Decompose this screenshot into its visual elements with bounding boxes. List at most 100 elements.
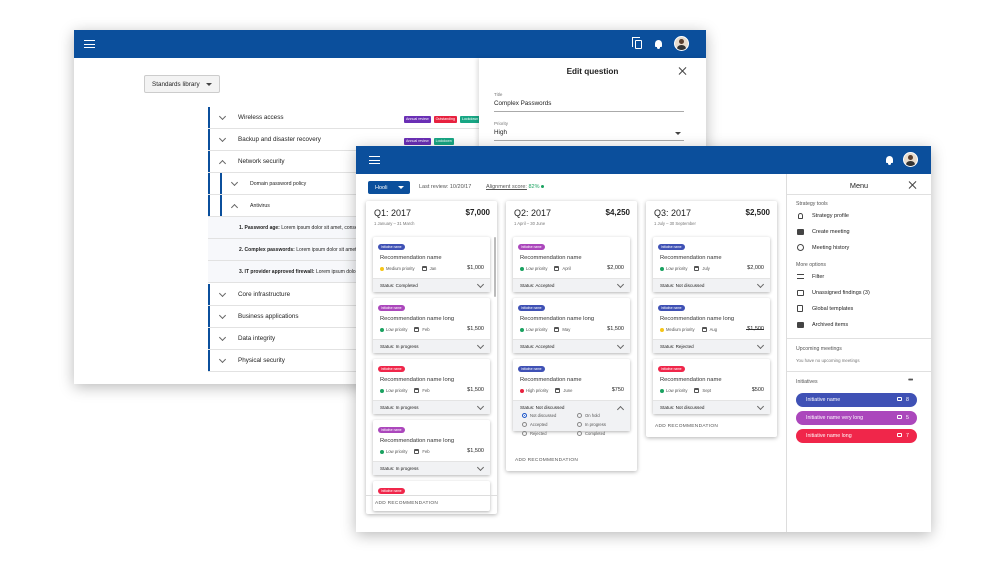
notifications-icon[interactable] bbox=[655, 40, 662, 49]
radio-button[interactable] bbox=[522, 413, 527, 419]
initiative-chip[interactable]: Initiative name bbox=[378, 305, 405, 311]
quarter-column-q2: Q2: 2017 $4,250 1 April – 30 June Initiativ… bbox=[506, 201, 637, 471]
status-dropdown[interactable]: Status: In progress bbox=[373, 461, 490, 475]
chevron-down-icon[interactable] bbox=[218, 289, 227, 298]
initiative-pill[interactable]: Initiative name very long 5 bbox=[796, 411, 917, 425]
status-dropdown[interactable]: Status: Not discussed bbox=[653, 400, 770, 414]
priority-select[interactable]: High bbox=[494, 129, 684, 141]
initiative-pill[interactable]: Initiative name long 7 bbox=[796, 429, 917, 443]
quarter-dates: 1 January – 31 March bbox=[374, 221, 415, 226]
status-option-label: Accepted bbox=[530, 422, 548, 427]
status-option[interactable]: Rejected bbox=[522, 431, 547, 437]
recommendation-card[interactable]: Initiative name Recommendation name Low pr… bbox=[513, 237, 630, 292]
status-dropdown[interactable]: Status: Completed bbox=[373, 278, 490, 292]
user-avatar[interactable] bbox=[674, 36, 689, 51]
chevron-up-icon[interactable] bbox=[230, 203, 239, 212]
recommendation-card[interactable]: Initiative name Recommendation name Low pr… bbox=[653, 359, 770, 414]
menu-item[interactable]: Strategy profile bbox=[787, 212, 931, 224]
question-description: Lorem ipsum dolor sit amet, consectetur … bbox=[279, 225, 402, 231]
status-option[interactable]: On hold bbox=[577, 413, 600, 419]
initiative-chip[interactable]: Initiative name bbox=[658, 366, 685, 372]
chevron-down-icon[interactable] bbox=[218, 112, 227, 121]
initiative-chip[interactable]: Initiative name bbox=[378, 366, 405, 372]
menu-icon[interactable] bbox=[84, 40, 95, 48]
recommendation-card[interactable]: Initiative name bbox=[373, 481, 490, 511]
chevron-down-icon[interactable] bbox=[218, 134, 227, 143]
question-number: 3. IT provider approved firewall: bbox=[239, 269, 315, 275]
row-label: Network security bbox=[238, 158, 285, 165]
add-recommendation-button[interactable]: ADD RECOMMENDATION bbox=[515, 458, 579, 463]
recommendation-meta: Medium priority Aug $1,500 bbox=[660, 326, 764, 333]
priority-label: Low priority bbox=[666, 388, 688, 393]
menu-item[interactable]: Filter bbox=[787, 273, 931, 285]
initiative-count: 5 bbox=[906, 415, 909, 421]
recommendation-card[interactable]: Initiative name Recommendation name long M… bbox=[653, 298, 770, 353]
initiative-chip[interactable]: Initiative name bbox=[518, 305, 545, 311]
chevron-down-icon[interactable] bbox=[230, 178, 239, 187]
status-dropdown[interactable]: Status: Accepted bbox=[513, 339, 630, 353]
status-dropdown[interactable]: Status: Not discussed bbox=[513, 400, 630, 414]
recommendation-cost: $1,500 bbox=[467, 387, 484, 393]
copy-icon[interactable] bbox=[632, 37, 642, 49]
status-dropdown[interactable]: Status: Accepted bbox=[513, 278, 630, 292]
status-dropdown[interactable]: Status: Not discussed bbox=[653, 278, 770, 292]
initiative-chip[interactable]: Initiative name bbox=[518, 366, 545, 372]
initiative-chip[interactable]: Initiative name bbox=[518, 244, 545, 250]
back-app-bar bbox=[74, 30, 706, 58]
column-scrollbar[interactable] bbox=[494, 237, 496, 297]
chevron-down-icon[interactable] bbox=[218, 311, 227, 320]
menu-item[interactable]: Create meeting bbox=[787, 228, 931, 240]
alignment-score[interactable]: Alignment score: 82% bbox=[486, 184, 546, 190]
user-avatar[interactable] bbox=[903, 152, 918, 167]
status-option[interactable]: Completed bbox=[577, 431, 605, 437]
standards-row[interactable]: Wireless access Annual review Outstanding L… bbox=[208, 107, 706, 129]
title-field[interactable]: Complex Passwords bbox=[494, 100, 684, 112]
menu-item[interactable]: Meeting history bbox=[787, 244, 931, 256]
client-select-button[interactable]: Hooli bbox=[368, 181, 410, 194]
menu-icon[interactable] bbox=[369, 156, 380, 164]
status-option[interactable]: In progress bbox=[577, 422, 606, 428]
initiative-pill[interactable]: Initiative name 8 bbox=[796, 393, 917, 407]
close-icon[interactable] bbox=[908, 181, 916, 189]
initiative-chip[interactable]: Initiative name bbox=[658, 305, 685, 311]
status-option[interactable]: Accepted bbox=[522, 422, 548, 428]
close-icon[interactable] bbox=[678, 67, 686, 75]
menu-item[interactable]: Unassigned findings (3) bbox=[787, 289, 931, 301]
radio-button[interactable] bbox=[577, 431, 582, 437]
initiative-chip[interactable]: Initiative name bbox=[378, 427, 405, 433]
recommendation-card[interactable]: Initiative name Recommendation name long L… bbox=[373, 420, 490, 475]
status-dropdown[interactable]: Status: In progress bbox=[373, 339, 490, 353]
recommendation-card[interactable]: Initiative name Recommendation name long L… bbox=[513, 298, 630, 353]
recommendation-card[interactable]: Initiative name Recommendation name Medium… bbox=[373, 237, 490, 292]
initiative-chip[interactable]: Initiative name bbox=[658, 244, 685, 250]
standards-library-button[interactable]: Standards library bbox=[144, 75, 220, 93]
recommendation-card[interactable]: Initiative name Recommendation name long L… bbox=[373, 298, 490, 353]
tag-badge: Lockdown bbox=[433, 138, 454, 145]
more-options-heading: More options bbox=[796, 262, 826, 268]
initiatives-more-icon[interactable]: ••• bbox=[908, 377, 913, 384]
initiative-chip[interactable]: Initiative name bbox=[378, 244, 405, 250]
chevron-down-icon[interactable] bbox=[218, 355, 227, 364]
chevron-up-icon[interactable] bbox=[218, 159, 227, 168]
radio-button[interactable] bbox=[522, 422, 527, 428]
add-recommendation-button[interactable]: ADD RECOMMENDATION bbox=[375, 501, 439, 506]
lightbulb-icon bbox=[798, 213, 803, 219]
radio-button[interactable] bbox=[522, 431, 527, 437]
recommendation-card[interactable]: Initiative name Recommendation name High p… bbox=[513, 359, 630, 437]
menu-item[interactable]: Archived items bbox=[787, 321, 931, 333]
initiative-chip[interactable]: Initiative name bbox=[378, 488, 405, 494]
radio-button[interactable] bbox=[577, 413, 582, 419]
chevron-down-icon[interactable] bbox=[218, 333, 227, 342]
menu-item[interactable]: Global templates bbox=[787, 305, 931, 317]
recommendation-cost: $1,500 bbox=[607, 326, 624, 332]
radio-button[interactable] bbox=[577, 422, 582, 428]
notifications-icon[interactable] bbox=[886, 156, 893, 165]
tag-badge: Lockdown bbox=[459, 116, 481, 123]
status-dropdown[interactable]: Status: In progress bbox=[373, 400, 490, 414]
menu-title: Menu bbox=[849, 181, 869, 190]
status-option[interactable]: Not discussed bbox=[522, 413, 556, 419]
recommendation-card[interactable]: Initiative name Recommendation name Low pr… bbox=[653, 237, 770, 292]
status-dropdown[interactable]: Status: Rejected bbox=[653, 339, 770, 353]
recommendation-card[interactable]: Initiative name Recommendation name long L… bbox=[373, 359, 490, 414]
add-recommendation-button[interactable]: ADD RECOMMENDATION bbox=[655, 424, 719, 429]
